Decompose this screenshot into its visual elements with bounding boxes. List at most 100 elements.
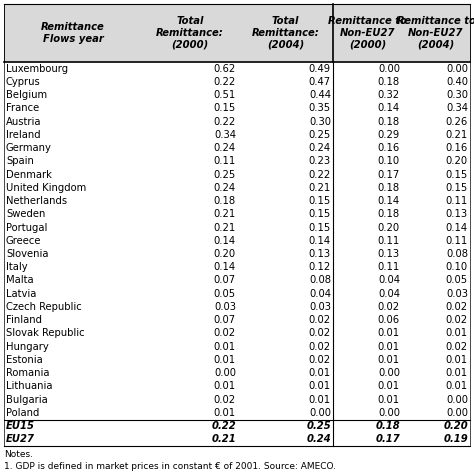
Text: 0.02: 0.02 bbox=[309, 328, 331, 338]
Text: France: France bbox=[6, 103, 39, 113]
Text: 0.32: 0.32 bbox=[378, 90, 400, 100]
Text: 0.25: 0.25 bbox=[306, 421, 331, 431]
Text: United Kingdom: United Kingdom bbox=[6, 183, 86, 193]
Text: Romania: Romania bbox=[6, 368, 49, 378]
Text: 0.21: 0.21 bbox=[214, 222, 236, 232]
Text: 0.02: 0.02 bbox=[214, 328, 236, 338]
Text: 0.22: 0.22 bbox=[214, 117, 236, 127]
Text: 0.00: 0.00 bbox=[378, 64, 400, 74]
Text: 0.05: 0.05 bbox=[446, 276, 468, 286]
Text: 0.14: 0.14 bbox=[446, 222, 468, 232]
Text: 0.17: 0.17 bbox=[375, 435, 400, 445]
Text: 0.01: 0.01 bbox=[214, 342, 236, 352]
Text: 0.15: 0.15 bbox=[446, 183, 468, 193]
Text: 0.21: 0.21 bbox=[446, 130, 468, 140]
Text: Hungary: Hungary bbox=[6, 342, 49, 352]
Text: 0.14: 0.14 bbox=[378, 196, 400, 206]
Text: Latvia: Latvia bbox=[6, 289, 36, 299]
Text: 0.01: 0.01 bbox=[378, 381, 400, 391]
Text: 0.01: 0.01 bbox=[378, 395, 400, 405]
Text: Slovak Republic: Slovak Republic bbox=[6, 328, 85, 338]
Text: 0.03: 0.03 bbox=[214, 302, 236, 312]
Text: Belgium: Belgium bbox=[6, 90, 47, 100]
Text: 0.01: 0.01 bbox=[309, 368, 331, 378]
Text: Estonia: Estonia bbox=[6, 355, 43, 365]
Text: 0.20: 0.20 bbox=[443, 421, 468, 431]
Text: 0.16: 0.16 bbox=[378, 143, 400, 153]
Text: Lithuania: Lithuania bbox=[6, 381, 53, 391]
Text: 0.10: 0.10 bbox=[446, 262, 468, 272]
Text: 0.30: 0.30 bbox=[446, 90, 468, 100]
Text: 0.08: 0.08 bbox=[309, 276, 331, 286]
Text: 0.07: 0.07 bbox=[214, 276, 236, 286]
Text: 0.07: 0.07 bbox=[214, 315, 236, 325]
Text: Poland: Poland bbox=[6, 408, 39, 418]
Bar bbox=[402, 4, 470, 62]
Text: 0.11: 0.11 bbox=[446, 236, 468, 246]
Text: 0.01: 0.01 bbox=[446, 328, 468, 338]
Text: 0.18: 0.18 bbox=[378, 117, 400, 127]
Bar bbox=[238, 4, 333, 62]
Text: Sweden: Sweden bbox=[6, 209, 46, 219]
Text: 0.02: 0.02 bbox=[309, 315, 331, 325]
Text: 0.06: 0.06 bbox=[378, 315, 400, 325]
Text: 0.47: 0.47 bbox=[309, 77, 331, 87]
Text: Luxembourg: Luxembourg bbox=[6, 64, 68, 74]
Text: 0.15: 0.15 bbox=[309, 222, 331, 232]
Text: 0.13: 0.13 bbox=[446, 209, 468, 219]
Bar bbox=[4, 4, 142, 62]
Text: 0.34: 0.34 bbox=[214, 130, 236, 140]
Text: 0.30: 0.30 bbox=[309, 117, 331, 127]
Text: 0.19: 0.19 bbox=[443, 435, 468, 445]
Text: 0.34: 0.34 bbox=[446, 103, 468, 113]
Text: 0.01: 0.01 bbox=[446, 381, 468, 391]
Text: 0.18: 0.18 bbox=[378, 209, 400, 219]
Text: Portugal: Portugal bbox=[6, 222, 47, 232]
Text: 0.15: 0.15 bbox=[309, 196, 331, 206]
Text: 0.01: 0.01 bbox=[378, 328, 400, 338]
Text: 0.22: 0.22 bbox=[309, 169, 331, 179]
Text: 0.02: 0.02 bbox=[309, 342, 331, 352]
Text: 0.15: 0.15 bbox=[214, 103, 236, 113]
Text: 0.00: 0.00 bbox=[446, 408, 468, 418]
Text: 0.18: 0.18 bbox=[214, 196, 236, 206]
Text: 0.24: 0.24 bbox=[309, 143, 331, 153]
Text: 0.22: 0.22 bbox=[211, 421, 236, 431]
Text: 0.18: 0.18 bbox=[378, 77, 400, 87]
Text: 0.15: 0.15 bbox=[446, 169, 468, 179]
Text: 0.01: 0.01 bbox=[378, 342, 400, 352]
Text: 0.00: 0.00 bbox=[309, 408, 331, 418]
Text: Total
Remittance:
(2004): Total Remittance: (2004) bbox=[252, 16, 319, 50]
Text: Remittance to
Non-EU27
(2004): Remittance to Non-EU27 (2004) bbox=[397, 16, 474, 50]
Text: 0.21: 0.21 bbox=[309, 183, 331, 193]
Text: 0.21: 0.21 bbox=[214, 209, 236, 219]
Text: 0.01: 0.01 bbox=[214, 408, 236, 418]
Text: 0.14: 0.14 bbox=[378, 103, 400, 113]
Text: 0.00: 0.00 bbox=[378, 368, 400, 378]
Text: Ireland: Ireland bbox=[6, 130, 41, 140]
Text: 0.24: 0.24 bbox=[214, 183, 236, 193]
Text: 0.20: 0.20 bbox=[378, 222, 400, 232]
Text: 0.02: 0.02 bbox=[214, 395, 236, 405]
Text: 0.11: 0.11 bbox=[378, 262, 400, 272]
Text: 0.00: 0.00 bbox=[214, 368, 236, 378]
Text: 0.05: 0.05 bbox=[214, 289, 236, 299]
Text: Czech Republic: Czech Republic bbox=[6, 302, 82, 312]
Text: 0.29: 0.29 bbox=[378, 130, 400, 140]
Text: 0.08: 0.08 bbox=[446, 249, 468, 259]
Text: 0.21: 0.21 bbox=[211, 435, 236, 445]
Text: 0.11: 0.11 bbox=[214, 156, 236, 166]
Text: 0.25: 0.25 bbox=[309, 130, 331, 140]
Text: 0.02: 0.02 bbox=[378, 302, 400, 312]
Text: 0.04: 0.04 bbox=[378, 289, 400, 299]
Text: 0.35: 0.35 bbox=[309, 103, 331, 113]
Text: Greece: Greece bbox=[6, 236, 42, 246]
Text: EU27: EU27 bbox=[6, 435, 35, 445]
Text: 0.51: 0.51 bbox=[214, 90, 236, 100]
Text: Notes.: Notes. bbox=[4, 450, 33, 459]
Text: 0.10: 0.10 bbox=[378, 156, 400, 166]
Text: 0.22: 0.22 bbox=[214, 77, 236, 87]
Text: Italy: Italy bbox=[6, 262, 27, 272]
Text: 0.14: 0.14 bbox=[309, 236, 331, 246]
Text: 0.20: 0.20 bbox=[446, 156, 468, 166]
